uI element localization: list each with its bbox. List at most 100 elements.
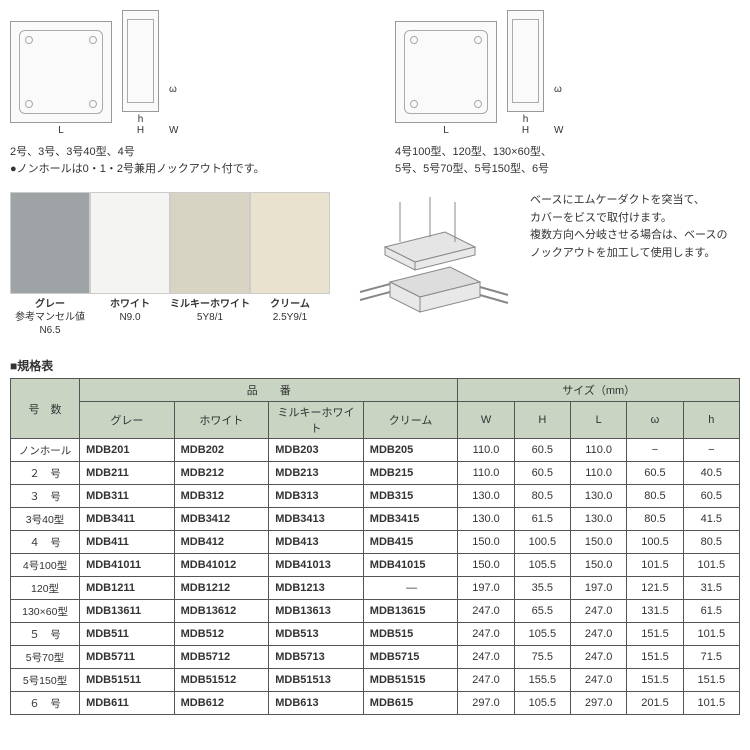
th-type: 号 数 xyxy=(11,379,80,439)
table-row: 5号70型MDB5711MDB5712MDB5713MDB5715247.075… xyxy=(11,646,740,669)
cell-size: 80.5 xyxy=(627,485,683,508)
cell-code: MDB613 xyxy=(269,692,364,715)
cell-code: MDB512 xyxy=(174,623,269,646)
th-sub: クリーム xyxy=(363,402,458,439)
dim-L: L xyxy=(10,125,112,136)
mid-section: グレー参考マンセル値N6.5 ホワイトN9.0 ミルキーホワイト5Y8/1 クリ… xyxy=(10,192,740,347)
cell-code: MDB3411 xyxy=(80,508,175,531)
table-row: ６ 号MDB611MDB612MDB613MDB615297.0105.5297… xyxy=(11,692,740,715)
cell-code: MDB1213 xyxy=(269,577,364,600)
color-swatches: グレー参考マンセル値N6.5 ホワイトN9.0 ミルキーホワイト5Y8/1 クリ… xyxy=(10,192,330,337)
th-size: サイズ（mm） xyxy=(458,379,740,402)
table-row: 4号100型MDB41011MDB41012MDB41013MDB4101515… xyxy=(11,554,740,577)
cell-size: 105.5 xyxy=(514,692,570,715)
cell-code: MDB515 xyxy=(363,623,458,646)
cell-size: 101.5 xyxy=(627,554,683,577)
cell-size: 60.5 xyxy=(514,462,570,485)
cell-type: ３ 号 xyxy=(11,485,80,508)
cell-code: MDB611 xyxy=(80,692,175,715)
cell-code: MDB213 xyxy=(269,462,364,485)
th-sub: W xyxy=(458,402,514,439)
cell-size: 121.5 xyxy=(627,577,683,600)
cell-code: MDB315 xyxy=(363,485,458,508)
cell-size: 110.0 xyxy=(571,439,627,462)
diagram-left: L hH ω W 2号、3号、3号40型、4号 ●ノンホールは0・1・2号兼用ノ… xyxy=(10,10,355,177)
cell-size: 150.0 xyxy=(458,531,514,554)
cell-code: MDB3413 xyxy=(269,508,364,531)
cell-size: 80.5 xyxy=(514,485,570,508)
cell-size: 61.5 xyxy=(683,600,739,623)
cell-code: MDB415 xyxy=(363,531,458,554)
cell-size: 197.0 xyxy=(571,577,627,600)
cell-code: MDB215 xyxy=(363,462,458,485)
cell-code: MDB13611 xyxy=(80,600,175,623)
caption-left: 2号、3号、3号40型、4号 ●ノンホールは0・1・2号兼用ノックアウト付です。 xyxy=(10,144,355,177)
cell-size: 130.0 xyxy=(458,485,514,508)
cell-size: 155.5 xyxy=(514,669,570,692)
cell-size: 105.5 xyxy=(514,623,570,646)
cell-code: MDB511 xyxy=(80,623,175,646)
cell-size: 60.5 xyxy=(683,485,739,508)
cell-type: 5号150型 xyxy=(11,669,80,692)
cell-size: 60.5 xyxy=(514,439,570,462)
spec-table: 号 数 品 番 サイズ（mm） グレーホワイトミルキーホワイトクリームWHLωh… xyxy=(10,378,740,715)
cell-code: ― xyxy=(363,577,458,600)
caption-right: 4号100型、120型、130×60型、 5号、5号70型、5号150型、6号 xyxy=(395,144,740,177)
cell-code: MDB513 xyxy=(269,623,364,646)
cell-code: MDB5713 xyxy=(269,646,364,669)
cell-type: ５ 号 xyxy=(11,623,80,646)
cell-size: − xyxy=(627,439,683,462)
cell-size: 150.0 xyxy=(571,531,627,554)
cell-size: 130.0 xyxy=(571,485,627,508)
cell-code: MDB5712 xyxy=(174,646,269,669)
cell-size: 31.5 xyxy=(683,577,739,600)
cell-size: 40.5 xyxy=(683,462,739,485)
iso-drawing xyxy=(350,192,510,322)
cell-code: MDB51511 xyxy=(80,669,175,692)
cell-size: 130.0 xyxy=(458,508,514,531)
cell-size: 41.5 xyxy=(683,508,739,531)
cell-size: 110.0 xyxy=(458,462,514,485)
cell-size: 101.5 xyxy=(683,554,739,577)
cell-code: MDB212 xyxy=(174,462,269,485)
cell-code: MDB411 xyxy=(80,531,175,554)
side-dims-right: ω W xyxy=(554,64,563,136)
table-row: ２ 号MDB211MDB212MDB213MDB215110.060.5110.… xyxy=(11,462,740,485)
iso-caption: ベースにエムケーダクトを突当て、 カバーをビスで取付けます。 複数方向へ分岐させ… xyxy=(530,192,727,262)
header-row-1: 号 数 品 番 サイズ（mm） xyxy=(11,379,740,402)
swatch: ミルキーホワイト5Y8/1 xyxy=(170,192,250,337)
cell-type: ６ 号 xyxy=(11,692,80,715)
cell-size: 197.0 xyxy=(458,577,514,600)
diagram-section: L hH ω W 2号、3号、3号40型、4号 ●ノンホールは0・1・2号兼用ノ… xyxy=(10,10,740,177)
table-row: ３ 号MDB311MDB312MDB313MDB315130.080.5130.… xyxy=(11,485,740,508)
cell-size: 151.5 xyxy=(627,623,683,646)
cell-size: 151.5 xyxy=(683,669,739,692)
cell-size: 247.0 xyxy=(458,646,514,669)
cell-type: ２ 号 xyxy=(11,462,80,485)
table-row: 120型MDB1211MDB1212MDB1213―197.035.5197.0… xyxy=(11,577,740,600)
cell-size: 297.0 xyxy=(458,692,514,715)
dim-L-r: L xyxy=(395,125,497,136)
cell-code: MDB51512 xyxy=(174,669,269,692)
swatch: クリーム2.5Y9/1 xyxy=(250,192,330,337)
th-sub: ホワイト xyxy=(174,402,269,439)
table-row: ４ 号MDB411MDB412MDB413MDB415150.0100.5150… xyxy=(11,531,740,554)
cell-size: 75.5 xyxy=(514,646,570,669)
table-row: 3号40型MDB3411MDB3412MDB3413MDB3415130.061… xyxy=(11,508,740,531)
header-row-2: グレーホワイトミルキーホワイトクリームWHLωh xyxy=(11,402,740,439)
cell-size: 150.0 xyxy=(571,554,627,577)
th-sub: h xyxy=(683,402,739,439)
th-code: 品 番 xyxy=(80,379,458,402)
cell-type: 5号70型 xyxy=(11,646,80,669)
cell-size: 201.5 xyxy=(627,692,683,715)
cell-code: MDB1211 xyxy=(80,577,175,600)
side-view-left xyxy=(122,10,159,112)
cell-size: 130.0 xyxy=(571,508,627,531)
cell-type: ノンホール xyxy=(11,439,80,462)
cell-size: − xyxy=(683,439,739,462)
cell-code: MDB312 xyxy=(174,485,269,508)
cell-size: 101.5 xyxy=(683,623,739,646)
cell-size: 65.5 xyxy=(514,600,570,623)
cell-code: MDB13612 xyxy=(174,600,269,623)
cell-code: MDB211 xyxy=(80,462,175,485)
